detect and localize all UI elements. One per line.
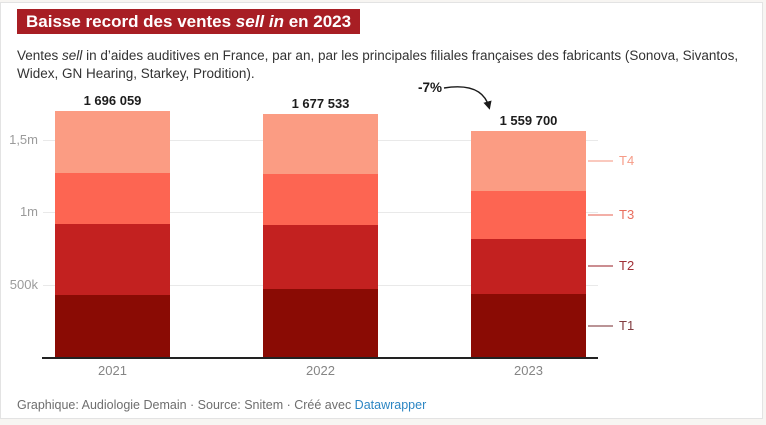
bar-segment-2022-T1[interactable] (263, 289, 378, 357)
bar-segment-2021-T3[interactable] (55, 173, 170, 225)
chart-title: Baisse record des ventes sell in en 2023 (17, 9, 361, 34)
bar-segment-2023-T3[interactable] (471, 190, 586, 239)
bar-segment-2021-T2[interactable] (55, 224, 170, 296)
bar-segment-2023-T1[interactable] (471, 294, 586, 357)
footer-credit-text: Graphique: Audiologie Demain · Source: S… (17, 398, 355, 412)
x-axis-label-2021: 2021 (98, 363, 127, 378)
chart-subtitle: Ventes sell in d’aides auditives en Fran… (17, 47, 743, 83)
title-text: Baisse record des ventes (26, 12, 236, 31)
series-leader-line-T4 (588, 159, 613, 162)
decrease-arrow-icon (443, 86, 492, 110)
bar-segment-2021-T1[interactable] (55, 295, 170, 357)
subtitle-italic-text: sell (62, 48, 83, 63)
bar-total-label-2022: 1 677 533 (291, 95, 350, 111)
series-leader-line-T3 (588, 213, 613, 216)
y-axis-tick-1m: 1m (19, 204, 38, 219)
series-leader-line-T1 (588, 324, 613, 327)
x-axis-line (42, 357, 598, 359)
x-axis-label-2022: 2022 (306, 363, 335, 378)
bar-segment-2022-T4[interactable] (263, 113, 378, 174)
series-label-T4: T4 (619, 152, 635, 168)
series-label-T2: T2 (619, 258, 635, 274)
subtitle-text-after: in d’aides auditives en France, par an, … (17, 48, 739, 81)
bar-segment-2021-T4[interactable] (55, 111, 170, 174)
datawrapper-link[interactable]: Datawrapper (354, 398, 427, 412)
decrease-annotation: -7% (417, 80, 442, 95)
series-label-T1: T1 (619, 317, 635, 333)
x-axis-label-2023: 2023 (514, 363, 543, 378)
bar-total-label-2021: 1 696 059 (83, 93, 142, 109)
y-axis-tick-1,5m: 1,5m (9, 131, 38, 147)
series-label-T3: T3 (619, 206, 635, 222)
title-italic-text: sell in (235, 12, 284, 31)
footer-credit: Graphique: Audiologie Demain · Source: S… (17, 397, 426, 413)
bar-segment-2023-T2[interactable] (471, 238, 586, 295)
bar-segment-2023-T4[interactable] (471, 130, 586, 191)
title-text-after: en 2023 (283, 12, 352, 31)
bar-segment-2022-T2[interactable] (263, 225, 378, 290)
y-axis-tick-500k: 500k (9, 276, 38, 292)
subtitle-text: Ventes (17, 48, 63, 63)
bar-segment-2022-T3[interactable] (263, 173, 378, 226)
bar-total-label-2023: 1 559 700 (499, 112, 558, 128)
series-leader-line-T2 (588, 265, 613, 268)
